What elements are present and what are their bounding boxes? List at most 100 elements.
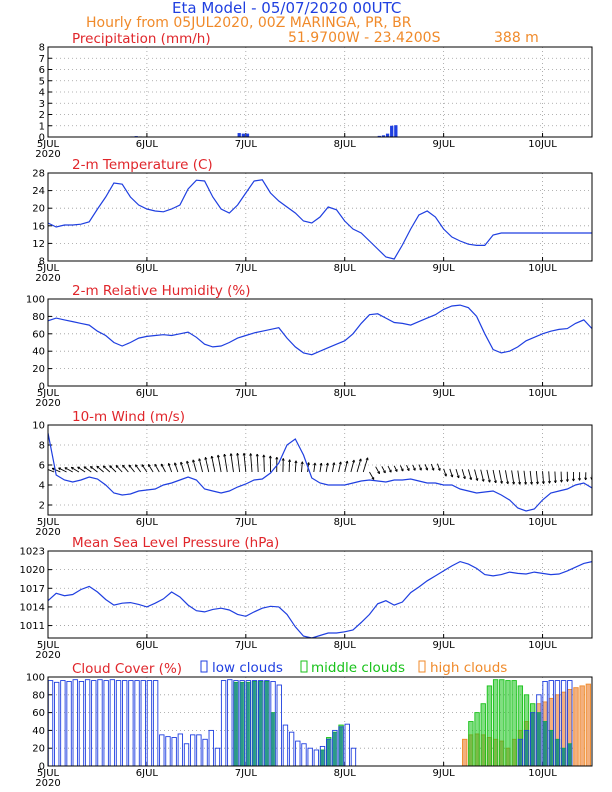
overlap-cloud-bar (518, 739, 522, 766)
overlap-cloud-bar (555, 739, 559, 766)
wind-barb-head (294, 460, 297, 464)
high-cloud-bar (605, 680, 609, 766)
x-year-label: 2020 (35, 527, 60, 538)
wind-barb-head (495, 480, 497, 484)
low-cloud-bar (146, 680, 153, 766)
x-tick-label: 8JUL (334, 640, 357, 651)
wind-barb (498, 470, 503, 484)
panel-wind: 2 4 6 8 10 5JUL 6JUL 7JUL 8JUL 9JUL 10JUL 2020 10-m … (32, 409, 593, 538)
wind-barb-head (216, 454, 219, 458)
panel-temp: 8 12 16 20 24 28 5JUL 6JUL 7JUL 8JUL 9JUL 10JUL 2020… (32, 157, 593, 284)
low-cloud-bar (177, 733, 184, 766)
wind-barb (70, 466, 80, 473)
wind-barb-head (210, 455, 213, 459)
low-cloud-bar (54, 681, 60, 766)
low-cloud-bar (115, 680, 122, 766)
low-cloud-bar (103, 680, 109, 766)
high-cloud-bar (579, 685, 585, 766)
wind-barb (356, 458, 362, 473)
y-tick-label: 5 (39, 76, 45, 87)
high-cloud-bar (598, 681, 602, 766)
wind-barb-head (567, 479, 569, 482)
x-tick-label: 6JUL (136, 263, 159, 274)
y-tick-label: 8 (39, 441, 45, 452)
middle-cloud-bar (499, 679, 505, 766)
low-cloud-bar (245, 680, 252, 766)
wind-barb (90, 466, 98, 473)
y-tick-label: 4 (39, 88, 45, 99)
wind-barb-head (46, 469, 48, 471)
low-cloud-bar (233, 680, 239, 766)
y-tick-label: 8 (39, 257, 45, 268)
wind-barb (154, 463, 160, 473)
low-cloud-bar (60, 680, 66, 766)
low-cloud-bar (295, 740, 301, 766)
middle-cloud-bar (517, 685, 524, 766)
wind-barb-head (543, 481, 545, 484)
wind-barb-head (242, 452, 245, 456)
series-temp (48, 179, 592, 260)
wind-barb-head (249, 453, 251, 456)
wind-barb-head (96, 466, 99, 469)
wind-barb-head (579, 478, 582, 481)
wind-barb (430, 463, 435, 471)
wind-barb-head (58, 467, 61, 471)
wind-barb (192, 459, 197, 473)
middle-cloud-bar (480, 703, 486, 766)
panel-frame (47, 298, 593, 387)
panel-cloud: 0 20 40 60 80 100 5JUL 6JUL 7JUL 8JUL 9JUL 10JUL 202… (26, 661, 609, 789)
overlap-cloud-bar (265, 681, 269, 766)
wind-barb (160, 463, 166, 473)
low-cloud-bar (220, 680, 227, 766)
wind-barb-head (223, 453, 225, 457)
wind-barb-head (192, 459, 194, 463)
wind-barb (230, 453, 234, 473)
low-cloud-bar (567, 680, 573, 766)
wind-barb-head (281, 458, 284, 461)
panel-title: Cloud Cover (%) (72, 661, 182, 677)
low-cloud-bar (134, 680, 140, 766)
wind-barb (467, 469, 472, 480)
x-tick-label: 7JUL (235, 139, 258, 150)
y-tick-label: 1023 (20, 547, 45, 558)
low-cloud-bar (202, 738, 208, 766)
wind-barb-head (501, 480, 503, 484)
y-tick-label: 1017 (20, 584, 45, 595)
wind-barb (375, 466, 380, 474)
low-cloud-bar (109, 679, 116, 766)
middle-cloud-bar (468, 721, 474, 766)
wind-barb (198, 458, 203, 473)
y-tick-label: 4 (39, 481, 45, 492)
x-tick-label: 6JUL (136, 640, 159, 651)
low-cloud-bar (140, 680, 146, 766)
low-cloud-bar (350, 747, 357, 766)
overlap-cloud-bar (271, 712, 275, 766)
wind-barb-head (89, 466, 92, 469)
low-cloud-bar (313, 749, 320, 766)
overlap-cloud-bar (246, 682, 250, 766)
wind-barb-head (561, 479, 563, 483)
wind-barb-head (268, 455, 271, 459)
high-cloud-bar (573, 687, 579, 766)
wind-barb-head (51, 468, 55, 471)
low-cloud-bar (152, 680, 159, 766)
wind-barb (424, 464, 428, 471)
panel-rh: 0 20 40 60 80 100 5JUL 6JUL 7JUL 8JUL 9JUL 10JUL 202… (26, 283, 593, 409)
low-cloud-bar (97, 679, 103, 766)
low-cloud-bar (183, 743, 190, 766)
x-tick-label: 5JUL (37, 388, 60, 399)
wind-barb (393, 465, 398, 472)
wind-barb-head (319, 462, 322, 466)
legend-swatch-high (418, 660, 426, 673)
wind-barb (412, 464, 416, 471)
low-cloud-bar (264, 680, 270, 766)
x-tick-label: 5JUL (37, 768, 60, 779)
y-tick-label: 6 (39, 65, 45, 76)
legend-label-low: low clouds (212, 660, 283, 676)
wind-barb (511, 470, 515, 485)
low-cloud-bar (78, 681, 85, 766)
low-cloud-bar (196, 734, 202, 766)
series-cloud (48, 679, 609, 766)
